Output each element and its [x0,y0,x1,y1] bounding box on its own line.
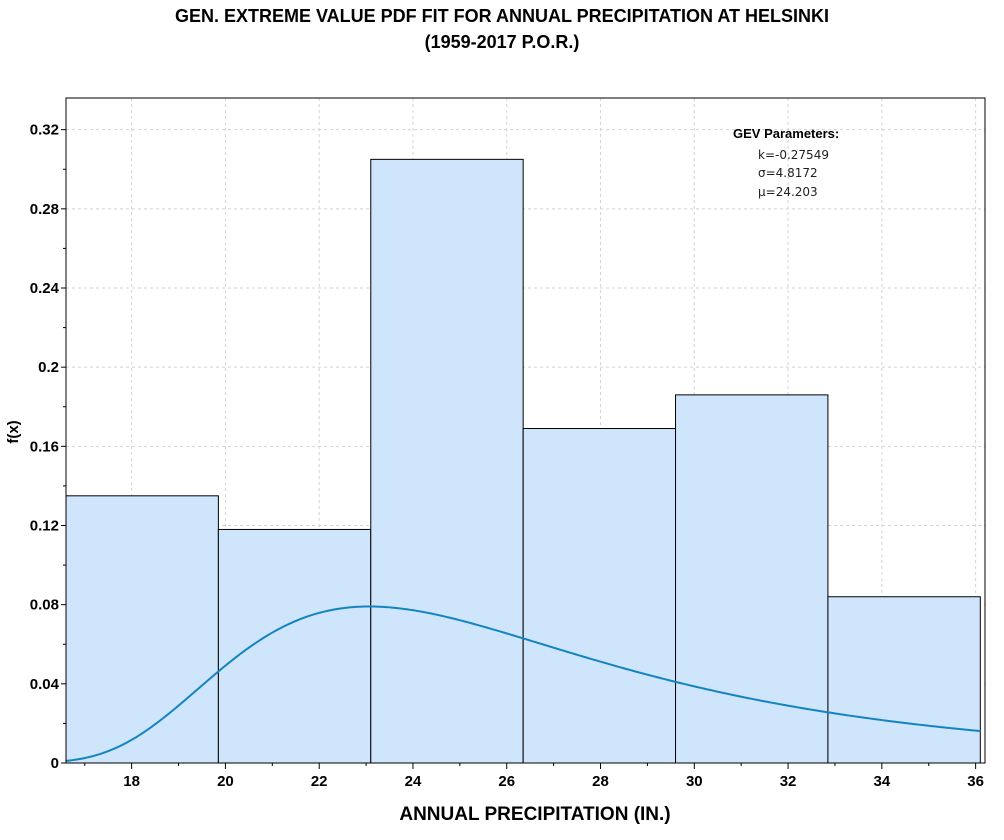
x-axis: 18 20 22 24 26 28 30 32 34 36 [84,763,984,790]
x-tick-label: 30 [686,773,703,790]
gev-parameters-box: GEV Parameters: k=-0.27549 σ=4.8172 μ=24… [733,126,839,199]
x-tick-label: 20 [217,773,234,790]
x-tick-label: 22 [311,773,328,790]
y-tick-label: 0.28 [30,201,59,218]
y-axis-title: f(x) [5,420,22,443]
histogram-bar [217,528,372,764]
y-tick-label: 0.2 [38,359,59,376]
gev-pdf-curve [65,605,981,762]
gev-parameters-header: GEV Parameters: [733,126,839,141]
gev-param-sigma: σ=4.8172 [758,166,818,180]
x-tick-label: 24 [405,773,422,790]
x-axis-title: ANNUAL PRECIPITATION (IN.) [399,804,670,825]
y-axis: 0 0.04 0.08 0.12 0.16 0.2 0.24 0.28 0.32 [30,122,66,772]
y-tick-label: 0.08 [30,597,59,614]
gev-param-mu: μ=24.203 [758,185,818,199]
histogram-bar [65,495,219,764]
histogram-bars [65,158,981,764]
chart-title-line2: (1959-2017 P.O.R.) [424,32,580,52]
histogram-bar [675,394,829,764]
y-tick-label: 0.32 [30,122,59,139]
histogram-bar [522,428,677,764]
y-tick-label: 0.12 [30,518,59,535]
histogram-bar [827,596,981,764]
y-tick-label: 0.04 [30,676,60,693]
x-tick-label: 26 [498,773,515,790]
y-tick-label: 0 [51,755,59,772]
y-tick-label: 0.24 [30,280,60,297]
gev-param-k: k=-0.27549 [758,148,829,162]
x-tick-label: 34 [874,773,891,790]
x-tick-label: 32 [780,773,797,790]
y-tick-label: 0.16 [30,438,59,455]
plot-frame [65,97,986,764]
x-tick-label: 36 [967,773,984,790]
histogram-bar [370,158,524,764]
x-tick-label: 28 [592,773,609,790]
x-tick-label: 18 [123,773,140,790]
chart-title-line1: GEN. EXTREME VALUE PDF FIT FOR ANNUAL PR… [174,6,829,26]
